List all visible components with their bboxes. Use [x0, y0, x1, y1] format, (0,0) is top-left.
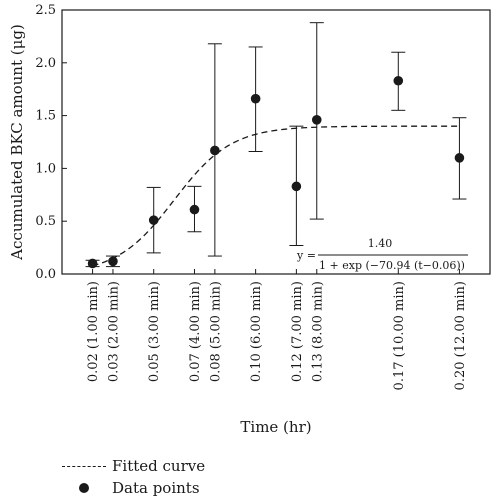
- data-point: [148, 215, 159, 225]
- y-axis-title: Accumulated BKC amount (μg): [8, 24, 26, 261]
- data-point: [311, 115, 322, 125]
- x-tick-label: 0.13 (8.00 min): [310, 281, 325, 382]
- y-tick-label: 2.0: [35, 56, 56, 71]
- legend: Fitted curve Data points: [62, 455, 205, 499]
- y-tick-label: 2.5: [35, 3, 56, 18]
- y-tick-label: 0.5: [35, 214, 56, 229]
- legend-label-fitted-curve: Fitted curve: [112, 457, 206, 475]
- data-point: [189, 204, 200, 215]
- data-point: [393, 75, 404, 86]
- dashed-line-icon: [62, 465, 106, 467]
- fitted-curve-layer: [92, 125, 460, 267]
- x-tick-label: 0.03 (2.00 min): [106, 281, 121, 382]
- x-tick-label: 0.17 (10.00 min): [392, 281, 407, 390]
- x-axis-title: Time (hr): [240, 418, 311, 436]
- x-tick-label: 0.20 (12.00 min): [453, 281, 468, 390]
- y-axis-ticks: 0.0 0.5 1.0 1.5 2.0 2.5: [35, 3, 67, 282]
- data-point: [210, 145, 220, 156]
- data-points-layer: [85, 22, 467, 269]
- legend-label-data-points: Data points: [112, 479, 200, 497]
- legend-item-fitted-curve: Fitted curve: [62, 455, 205, 477]
- dot-marker-icon: [79, 483, 89, 493]
- data-point: [108, 256, 118, 267]
- x-tick-label: 0.12 (7.00 min): [290, 281, 305, 382]
- y-tick-label: 1.5: [35, 109, 56, 124]
- x-tick-label: 0.10 (6.00 min): [249, 281, 264, 382]
- fitted-curve-line: [92, 125, 460, 267]
- plot-frame: [61, 9, 491, 275]
- y-tick-label: 1.0: [35, 161, 56, 176]
- equation-numerator: 1.40: [368, 237, 393, 250]
- data-point: [291, 181, 302, 192]
- y-tick-label: 0.0: [35, 267, 56, 282]
- plot-axes: [61, 9, 491, 275]
- x-tick-label: 0.05 (3.00 min): [147, 281, 162, 382]
- data-point: [454, 153, 465, 163]
- equation-lhs: y =: [296, 249, 316, 262]
- x-axis-ticks: 0.02 (1.00 min) 0.03 (2.00 min) 0.05 (3.00…: [86, 269, 468, 390]
- equation-annotation: y = 1.40 1 + exp (−70.94 (t−0.06)): [296, 237, 468, 272]
- x-tick-label: 0.08 (5.00 min): [208, 281, 223, 382]
- x-tick-label: 0.07 (4.00 min): [188, 281, 203, 382]
- legend-item-data-points: Data points: [62, 477, 205, 499]
- data-point: [250, 93, 261, 104]
- x-tick-label: 0.02 (1.00 min): [86, 281, 101, 382]
- equation-denominator: 1 + exp (−70.94 (t−0.06)): [319, 259, 465, 272]
- data-point: [87, 258, 98, 269]
